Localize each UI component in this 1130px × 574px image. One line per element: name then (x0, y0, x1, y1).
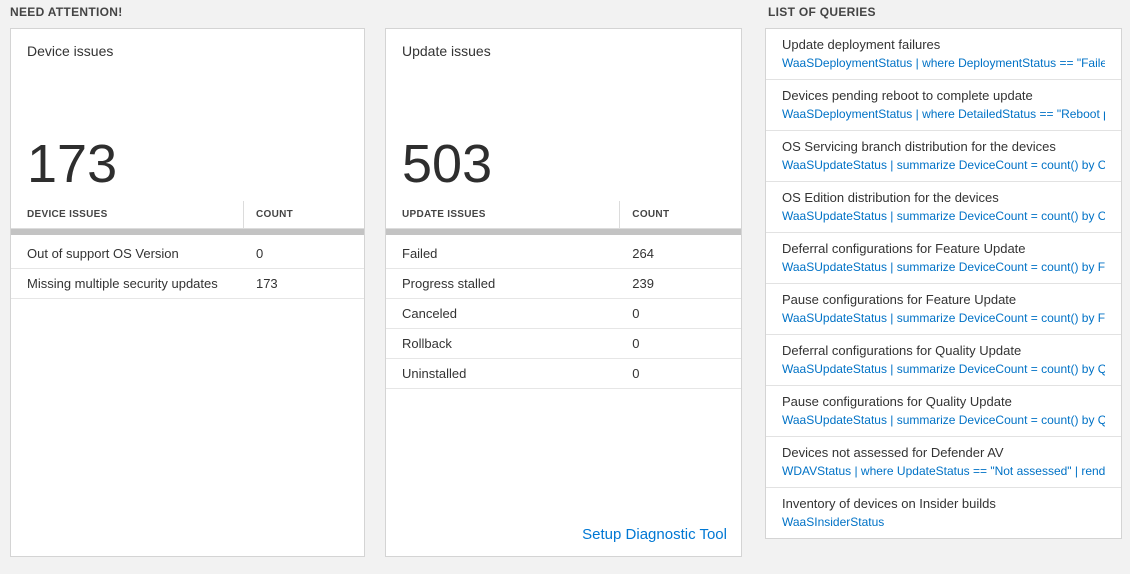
query-list-item[interactable]: Deferral configurations for Feature Upda… (766, 233, 1121, 284)
query-text: WaaSUpdateStatus | summarize DeviceCount… (782, 260, 1105, 274)
query-list-item[interactable]: OS Edition distribution for the devices … (766, 182, 1121, 233)
section-title-need-attention: NEED ATTENTION! (10, 5, 123, 19)
query-title: Devices not assessed for Defender AV (782, 445, 1004, 460)
device-issues-count: 173 (27, 134, 118, 194)
query-list-item[interactable]: Devices not assessed for Defender AV WDA… (766, 437, 1121, 488)
query-title: Deferral configurations for Quality Upda… (782, 343, 1022, 358)
update-issues-title: Update issues (402, 43, 491, 59)
queries-panel: Update deployment failures WaaSDeploymen… (765, 28, 1122, 539)
table-row[interactable]: Missing multiple security updates 173 (11, 269, 364, 299)
query-title: Pause configurations for Feature Update (782, 292, 1017, 307)
update-issues-tile[interactable]: Update issues 503 (386, 29, 741, 201)
device-issues-header-count: COUNT (255, 209, 294, 220)
query-list-item[interactable]: Update deployment failures WaaSDeploymen… (766, 29, 1121, 80)
row-label: Out of support OS Version (27, 246, 179, 261)
query-text: WaaSDeploymentStatus | where DetailedSta… (782, 107, 1105, 121)
query-list-item[interactable]: Deferral configurations for Quality Upda… (766, 335, 1121, 386)
row-label: Canceled (402, 306, 457, 321)
table-row[interactable]: Rollback 0 (386, 329, 741, 359)
query-list-item[interactable]: Pause configurations for Quality Update … (766, 386, 1121, 437)
table-header-divider (386, 229, 741, 235)
query-text: WaaSUpdateStatus | summarize DeviceCount… (782, 413, 1105, 427)
update-issues-header-count: COUNT (632, 209, 670, 220)
table-row[interactable]: Out of support OS Version 0 (11, 239, 364, 269)
query-title: OS Edition distribution for the devices (782, 190, 999, 205)
query-title: Inventory of devices on Insider builds (782, 496, 996, 511)
query-text: WDAVStatus | where UpdateStatus == "Not … (782, 464, 1105, 478)
query-text: WaaSUpdateStatus | summarize DeviceCount… (782, 362, 1105, 376)
row-label: Missing multiple security updates (27, 276, 218, 291)
query-list-item[interactable]: Devices pending reboot to complete updat… (766, 80, 1121, 131)
section-title-list-of-queries: LIST OF QUERIES (768, 5, 876, 19)
card-footer: Setup Diagnostic Tool (386, 516, 741, 556)
query-title: Deferral configurations for Feature Upda… (782, 241, 1026, 256)
query-title: OS Servicing branch distribution for the… (782, 139, 1056, 154)
device-issues-header-label: DEVICE ISSUES (11, 201, 244, 228)
query-title: Pause configurations for Quality Update (782, 394, 1012, 409)
table-header-divider (11, 229, 364, 235)
row-count: 264 (632, 246, 654, 261)
update-issues-card: Update issues 503 UPDATE ISSUES COUNT Fa… (385, 28, 742, 557)
query-text: WaaSUpdateStatus | summarize DeviceCount… (782, 209, 1105, 223)
query-title: Update deployment failures (782, 37, 941, 52)
table-row[interactable]: Failed 264 (386, 239, 741, 269)
row-count: 0 (632, 366, 640, 381)
row-label: Rollback (402, 336, 452, 351)
update-issues-header-label: UPDATE ISSUES (386, 201, 621, 228)
table-row[interactable]: Uninstalled 0 (386, 359, 741, 389)
query-text: WaaSDeploymentStatus | where DeploymentS… (782, 56, 1105, 70)
query-title: Devices pending reboot to complete updat… (782, 88, 1033, 103)
query-text: WaaSInsiderStatus (782, 515, 885, 529)
row-count: 0 (632, 306, 640, 321)
row-label: Failed (402, 246, 438, 261)
query-list-item[interactable]: Pause configurations for Feature Update … (766, 284, 1121, 335)
query-text: WaaSUpdateStatus | summarize DeviceCount… (782, 311, 1105, 325)
table-row[interactable]: Progress stalled 239 (386, 269, 741, 299)
update-issues-table-header: UPDATE ISSUES COUNT (386, 201, 741, 229)
table-row[interactable]: Canceled 0 (386, 299, 741, 329)
device-issues-title: Device issues (27, 43, 114, 59)
row-label: Progress stalled (402, 276, 496, 291)
setup-diagnostic-tool-link[interactable]: Setup Diagnostic Tool (582, 526, 727, 543)
device-issues-tile[interactable]: Device issues 173 (11, 29, 364, 201)
row-count: 173 (255, 276, 278, 291)
device-issues-table-header: DEVICE ISSUES COUNT (11, 201, 364, 229)
row-label: Uninstalled (402, 366, 467, 381)
query-list-item[interactable]: Inventory of devices on Insider builds W… (766, 488, 1121, 538)
update-issues-count: 503 (402, 134, 493, 194)
row-count: 239 (632, 276, 654, 291)
query-list-item[interactable]: OS Servicing branch distribution for the… (766, 131, 1121, 182)
device-issues-card: Device issues 173 DEVICE ISSUES COUNT Ou… (10, 28, 365, 557)
row-count: 0 (255, 246, 264, 261)
row-count: 0 (632, 336, 640, 351)
query-text: WaaSUpdateStatus | summarize DeviceCount… (782, 158, 1105, 172)
